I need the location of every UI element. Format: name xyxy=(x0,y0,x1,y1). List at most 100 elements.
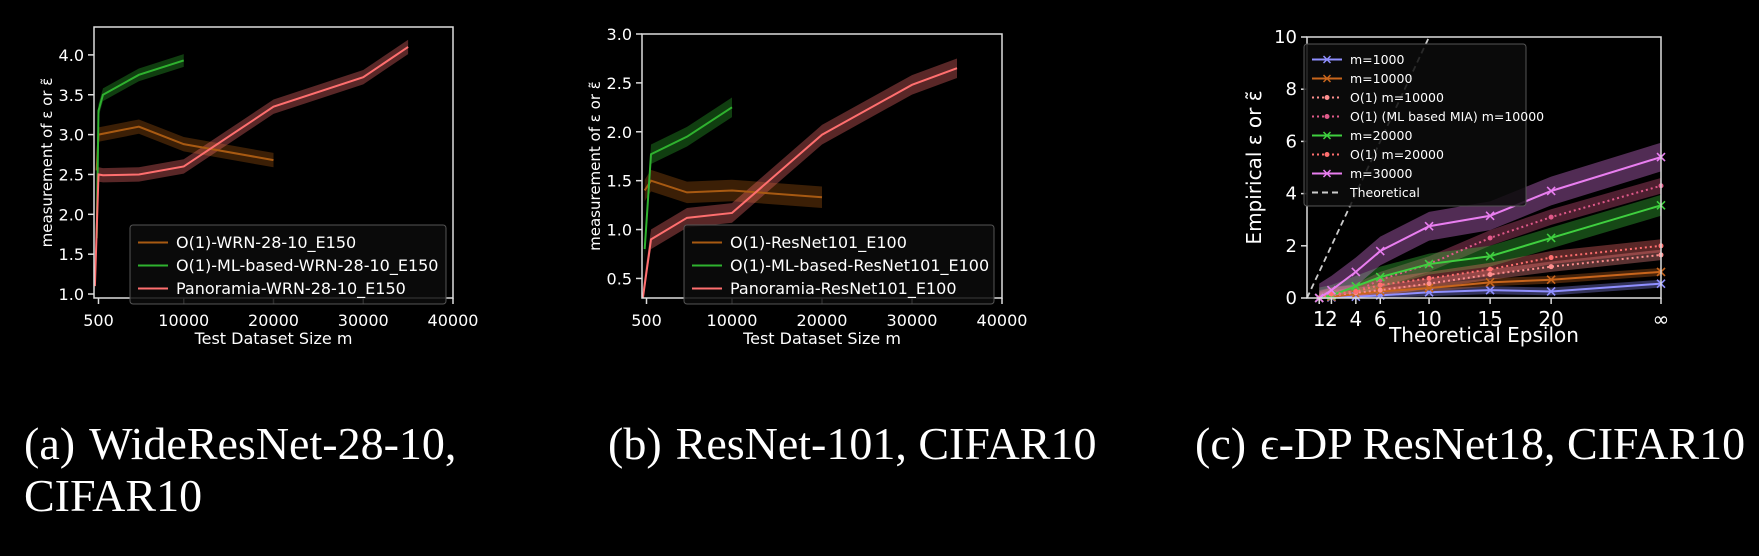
legend-label-m-20000: m=20000 xyxy=(1350,128,1412,143)
point-o-1-m-10000 xyxy=(1426,281,1432,287)
y-tick-label: 1.5 xyxy=(59,245,84,264)
chart-group: 500 10000 20000 30000 40000 1.0 1.5 2.0 2.5 3.0 3.… xyxy=(38,26,479,348)
y-axis-label: measurement of ε or ε̃ xyxy=(586,81,604,251)
line-o-1-ml-based-wrn-28-10-e150 xyxy=(95,59,185,239)
point-o-1-m-20000 xyxy=(1487,266,1493,272)
point-m-30000 xyxy=(1351,267,1361,277)
x-tick-label: 6 xyxy=(1374,307,1387,331)
band-o-1-ml-based-wrn-28-10-e150 xyxy=(96,54,184,245)
y-tick-label: 2.5 xyxy=(607,74,632,93)
band-o-1-wrn-28-10-e150 xyxy=(96,119,274,178)
y-tick-label: 10 xyxy=(1274,27,1297,48)
point-m-1000 xyxy=(1424,287,1434,297)
x-tick-label: 10000 xyxy=(158,311,209,330)
legend-label-theoretical: Theoretical xyxy=(1349,185,1420,200)
x-tick-label: 20000 xyxy=(797,311,848,330)
point-o-1-m-20000 xyxy=(1426,275,1432,281)
panel-c: 1 2 4 6 10 15 20 ∞ 0 2 4 6 8 10 Theoretical Epsilon Emp… xyxy=(1172,0,1759,400)
legend-marker xyxy=(1324,95,1330,100)
x-tick-label: ∞ xyxy=(1653,307,1670,331)
legend-box xyxy=(683,224,995,305)
point-o-1-m-10000 xyxy=(1548,264,1554,270)
point-m-20000 xyxy=(1351,281,1361,291)
legend-label-m-1000: m=1000 xyxy=(1350,52,1405,67)
x-tick-label: 2 xyxy=(1325,307,1338,331)
point-m-20000 xyxy=(1546,233,1556,243)
caption-label: (a) xyxy=(24,418,76,469)
x-tick-label: 30000 xyxy=(338,311,389,330)
y-tick-label: 4.0 xyxy=(59,46,84,65)
y-tick-label: 2.0 xyxy=(607,123,632,142)
legend-box xyxy=(129,224,447,305)
point-m-1000 xyxy=(1546,286,1556,297)
legend-marker xyxy=(1324,152,1330,157)
caption-text: ϵ-DP ResNet18, CIFAR10 xyxy=(1260,418,1746,469)
y-tick-label: 3.0 xyxy=(607,25,632,44)
legend-label-m-10000: m=10000 xyxy=(1350,71,1412,86)
legend-label-o-1-ml-based-resnet101-e100: O(1)-ML-based-ResNet101_E100 xyxy=(730,256,989,276)
y-axis-label: Empirical ε or ε̃ xyxy=(1242,90,1266,244)
legend-label-o-1-resnet101-e100: O(1)-ResNet101_E100 xyxy=(730,233,907,253)
point-m-10000 xyxy=(1485,277,1495,287)
chart-svg: 500 10000 20000 30000 40000 0.5 1.0 1.5 2.0 2.5 3.… xyxy=(586,25,1027,348)
caption-text: ResNet-101, CIFAR10 xyxy=(675,418,1097,469)
y-tick-label: 6 xyxy=(1286,131,1297,152)
y-tick-label: 1.0 xyxy=(59,285,84,304)
y-tick-label: 2.0 xyxy=(59,205,84,224)
legend-label-panoramia-wrn-28-10-e150: Panoramia-WRN-28-10_E150 xyxy=(176,279,406,299)
legend-box xyxy=(1303,43,1527,207)
point-o-1-ml-based-mia-m-10000 xyxy=(1548,214,1554,220)
x-axis-label: Theoretical Epsilon xyxy=(1388,323,1579,347)
caption-a: (a) WideResNet-28-10, CIFAR10 xyxy=(24,418,580,522)
y-tick-label: 2 xyxy=(1286,236,1297,257)
legend-label-o-1-m-20000: O(1) m=20000 xyxy=(1350,147,1444,162)
point-o-1-m-20000 xyxy=(1328,291,1334,297)
y-axis-label: measurement of ε or ε̃ xyxy=(38,78,56,248)
y-tick-label: 0 xyxy=(1286,288,1297,309)
band-o-1-ml-based-resnet101-e100 xyxy=(644,97,732,259)
point-m-30000 xyxy=(1485,211,1495,221)
panel-a: 500 10000 20000 30000 40000 1.0 1.5 2.0 2.5 3.0 3.… xyxy=(0,0,586,400)
point-m-20000 xyxy=(1424,259,1434,269)
y-tick-label: 3.5 xyxy=(59,86,84,105)
point-o-1-m-20000 xyxy=(1377,282,1383,288)
point-m-10000 xyxy=(1424,283,1434,293)
legend-marker xyxy=(1322,131,1332,140)
x-tick-label: 20 xyxy=(1538,307,1563,331)
caption-label: (b) xyxy=(608,418,662,469)
x-tick-label: 10 xyxy=(1416,307,1441,331)
caption-c: (c) ϵ-DP ResNet18, CIFAR10 xyxy=(1195,418,1751,470)
band-m-20000 xyxy=(1319,194,1661,298)
legend-label-o-1-m-10000: O(1) m=10000 xyxy=(1350,90,1444,105)
band-o-1-resnet101-e100 xyxy=(644,169,822,209)
x-tick-label: 40000 xyxy=(428,311,479,330)
y-tick-label: 1.5 xyxy=(607,172,632,191)
caption-label: (c) xyxy=(1195,418,1247,469)
band-m-30000 xyxy=(1319,142,1661,298)
chart-group: 500 10000 20000 30000 40000 0.5 1.0 1.5 2.0 2.5 3.… xyxy=(586,25,1027,348)
x-tick-label: 40000 xyxy=(977,311,1028,330)
legend-label-o-1-ml-based-mia-m-10000: O(1) (ML based MIA) m=10000 xyxy=(1350,109,1544,124)
x-tick-label: 10000 xyxy=(707,311,758,330)
x-tick-label: 1 xyxy=(1313,307,1326,331)
x-axis-label: Test Dataset Size m xyxy=(742,329,901,348)
point-o-1-m-10000 xyxy=(1377,287,1383,293)
line-m-10000 xyxy=(1319,270,1662,299)
x-tick-label: 15 xyxy=(1477,307,1502,331)
legend-marker xyxy=(1324,114,1330,119)
y-tick-label: 2.5 xyxy=(59,165,84,184)
point-m-20000 xyxy=(1485,251,1495,261)
line-panoramia-resnet101-e100 xyxy=(641,67,958,299)
y-tick-label: 3.0 xyxy=(59,126,84,145)
legend-label-panoramia-resnet101-e100: Panoramia-ResNet101_E100 xyxy=(730,279,957,299)
point-o-1-m-20000 xyxy=(1548,255,1554,261)
band-panoramia-resnet101-e100 xyxy=(642,58,957,298)
y-tick-label: 0.5 xyxy=(607,269,632,288)
y-tick-label: 8 xyxy=(1286,79,1297,100)
x-tick-label: 30000 xyxy=(887,311,938,330)
point-o-1-ml-based-mia-m-10000 xyxy=(1487,235,1493,241)
point-m-20000 xyxy=(1375,272,1385,282)
